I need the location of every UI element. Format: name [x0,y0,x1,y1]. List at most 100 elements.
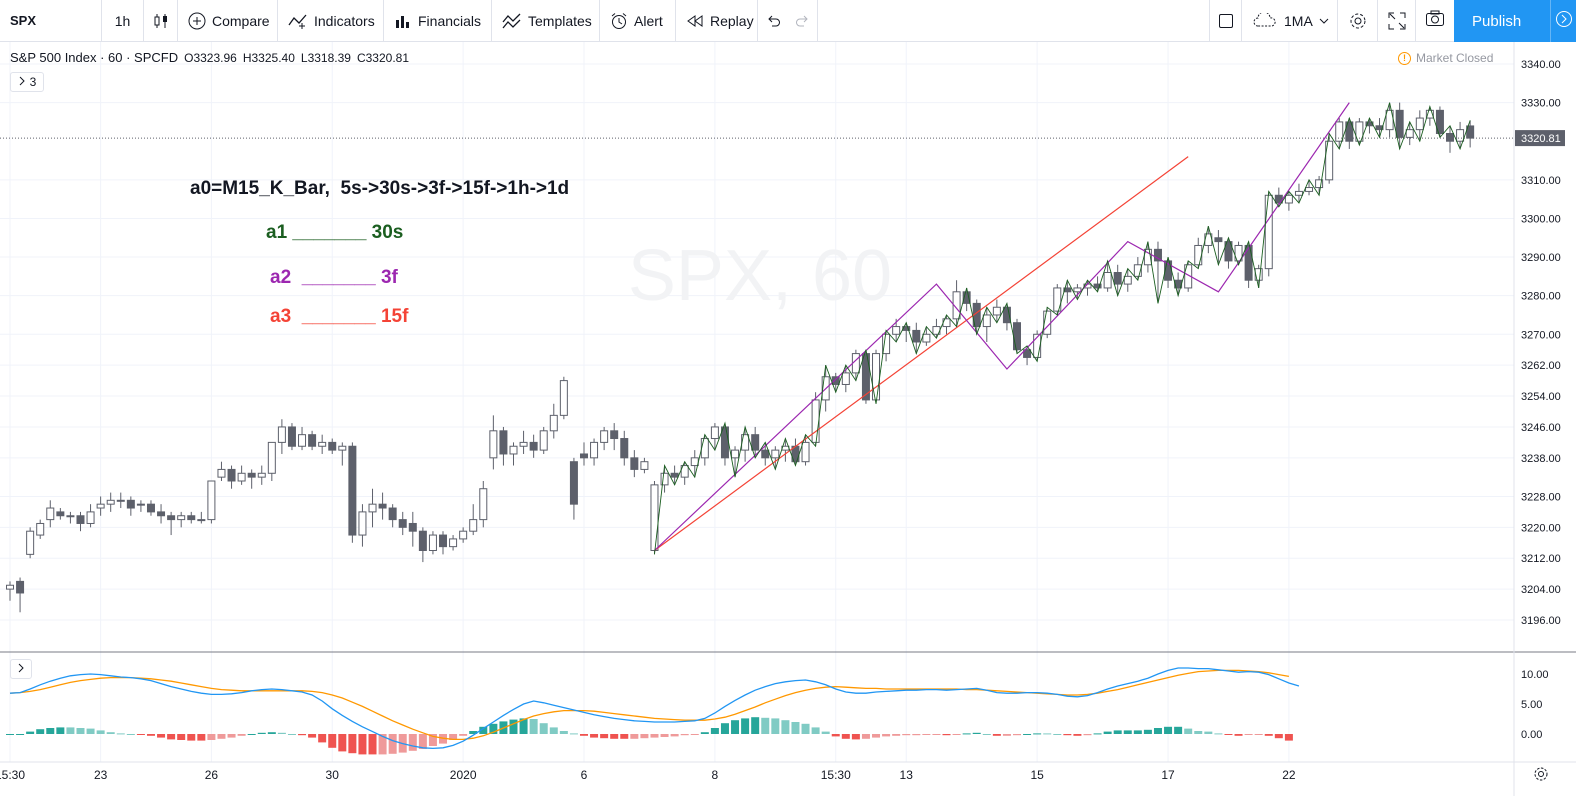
candle-body [86,511,95,524]
annotation-a1[interactable]: a1 _______ 30s [266,222,404,243]
candle-body [197,519,206,522]
annotation-a3[interactable]: a3 _______ 15f [270,306,409,327]
chart-type-button[interactable] [144,0,178,42]
annotation-a2[interactable]: a2 _______ 3f [270,267,398,288]
financials-label: Financials [418,12,482,29]
macd-histogram-bar [16,734,25,735]
macd-histogram-bar [328,734,337,748]
publish-menu-button[interactable] [1551,10,1576,32]
macd-histogram-bar [237,734,246,736]
macd-histogram-bar [519,718,528,734]
candle-body [892,326,901,335]
candle-body [1073,287,1082,293]
candle-body [267,441,276,474]
cloud-icon [1252,12,1278,29]
macd-histogram-bar [1234,734,1243,736]
candle-body [157,511,166,517]
publish-button[interactable]: Publish [1454,0,1576,42]
candle-body [952,291,961,320]
candle-body [1425,109,1434,119]
candle-body [1294,190,1303,196]
candle-body [1446,133,1455,142]
time-tick-label: 13 [900,768,914,782]
studies-toggle-button[interactable]: 3 [10,72,44,92]
publish-divider [1550,0,1551,42]
candle-body [358,511,367,536]
candle-body [690,457,699,467]
zigzag-a2 [654,102,1350,551]
candle-body [549,414,558,432]
macd-histogram-bar [26,731,35,734]
candle-body [338,445,347,451]
candle-body [428,534,437,551]
candle-body [247,472,256,478]
time-tick-label: 26 [205,768,219,782]
save-layout-button[interactable]: 1MA [1242,0,1338,42]
macd-histogram-bar [126,734,135,735]
macd-histogram-bar [96,730,105,734]
time-tick-label: 6 [581,768,588,782]
macd-histogram-bar [1083,734,1092,736]
replay-label: Replay [710,12,754,29]
financials-button[interactable]: Financials [384,0,492,42]
indicators-button[interactable]: Indicators [278,0,384,42]
layout-button[interactable] [1210,0,1242,42]
macd-histogram-bar [1214,733,1223,735]
candle-body [1103,272,1112,289]
candle-body [489,430,498,459]
redo-button[interactable] [788,0,818,42]
annotation-main[interactable]: a0=M15_K_Bar, 5s->30s->3f->15f->1h->1d [190,178,570,199]
candle-body [1033,333,1042,358]
macd-histogram-bar [851,734,860,740]
compare-button[interactable]: Compare [178,0,278,42]
candle-body [519,441,528,447]
candle-body [1254,268,1263,281]
macd-histogram-bar [1133,730,1142,734]
macd-histogram-bar [177,734,186,740]
macd-histogram-bar [469,731,478,734]
fullscreen-button[interactable] [1378,0,1416,42]
macd-histogram-bar [1063,734,1072,736]
macd-histogram-bar [106,732,115,734]
price-tick-label: 3270.00 [1521,329,1561,341]
macd-histogram-bar [932,734,941,735]
macd-histogram-bar [1033,733,1042,735]
macd-histogram-bar [549,727,558,734]
macd-histogram-bar [1053,734,1062,735]
templates-button[interactable]: Templates [492,0,600,42]
macd-tick-label: 5.00 [1521,699,1542,711]
chevron-right-icon [17,662,25,676]
interval-button[interactable]: 1h [102,0,144,42]
macd-histogram-bar [1143,729,1152,734]
candle-body [126,499,135,509]
undo-button[interactable] [758,0,788,42]
macd-histogram-bar [539,723,548,734]
snapshot-button[interactable] [1416,0,1454,42]
candle-body [861,353,870,401]
compare-label: Compare [212,12,270,29]
macd-histogram-bar [610,734,619,739]
replay-button[interactable]: Replay [676,0,758,42]
candle-body [600,430,609,443]
candle-body [96,503,105,509]
alarm-clock-icon [610,12,628,30]
macd-histogram-bar [590,734,599,738]
macd-pane-toggle-button[interactable] [10,659,32,679]
macd-histogram-bar [751,717,760,734]
macd-histogram-bar [116,733,125,735]
macd-histogram-bar [408,734,417,751]
candle-body [227,468,236,482]
candle-body [1214,237,1223,243]
templates-label: Templates [528,12,592,29]
alert-button[interactable]: Alert [600,0,676,42]
macd-histogram-bar [559,731,568,734]
macd-histogram-bar [1153,728,1162,734]
signal-line [9,669,1290,741]
settings-button[interactable] [1338,0,1378,42]
symbol-search-button[interactable]: SPX [0,0,102,42]
candle-body [1335,121,1344,142]
macd-histogram-bar [700,732,709,734]
square-icon [1218,13,1234,29]
chart-area[interactable]: SPX, 60 3196.003204.003212.003220.003228… [0,42,1576,796]
macd-histogram-bar [318,734,327,743]
